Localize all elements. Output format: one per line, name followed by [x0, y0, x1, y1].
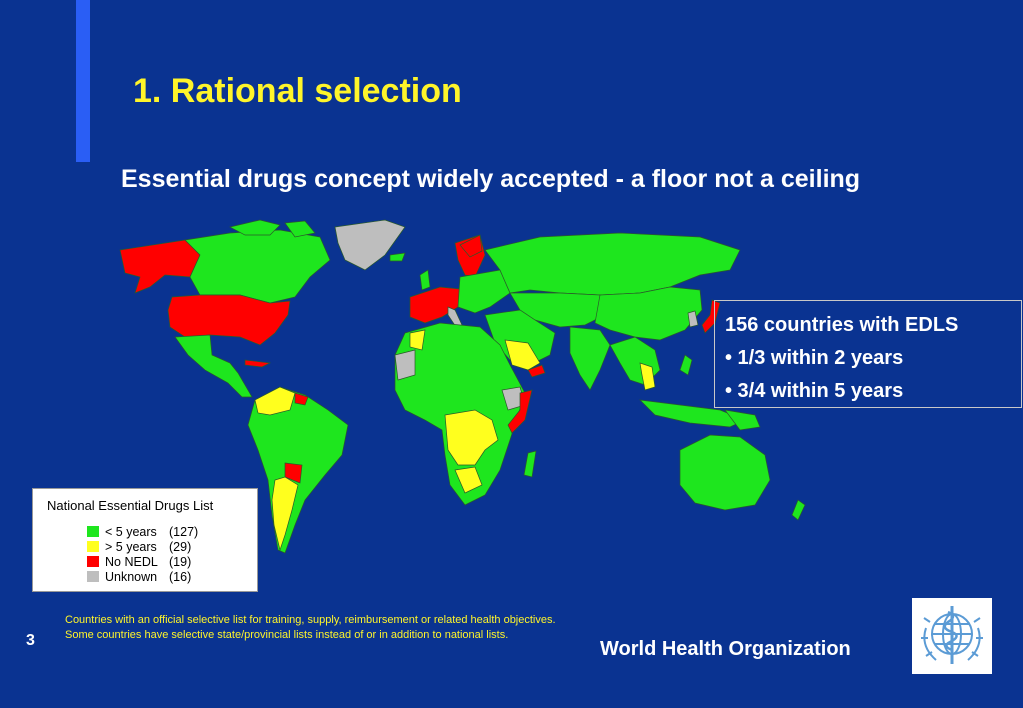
philippines-region [679, 354, 693, 376]
info-box: 156 countries with EDLS • 1/3 within 2 y… [714, 300, 1022, 408]
world-map [119, 219, 806, 554]
legend-title: National Essential Drugs List [47, 498, 214, 513]
eastern-europe-region [457, 269, 511, 314]
usa-region [167, 294, 291, 346]
legend-swatch [87, 541, 99, 552]
central-africa-yellow [444, 409, 499, 466]
canada-islands-2 [284, 220, 316, 238]
guianas-red [294, 392, 309, 406]
australia-region [679, 434, 771, 511]
mexico-region [174, 334, 253, 398]
madagascar-region [523, 450, 537, 478]
legend-swatch [87, 526, 99, 537]
venezuela-colombia-yellow [254, 386, 296, 416]
slide-subtitle: Essential drugs concept widely accepted … [121, 165, 861, 193]
canada-islands [229, 219, 281, 236]
legend-swatch [87, 571, 99, 582]
slide-title: 1. Rational selection [133, 72, 462, 110]
cuba-region [244, 359, 272, 368]
canada-region [184, 229, 331, 304]
arabia-yellow [504, 339, 541, 371]
iceland-region [389, 252, 406, 262]
info-line-two-years: • 1/3 within 2 years [725, 347, 904, 369]
bolivia-red [284, 462, 303, 484]
yemen-red [527, 364, 546, 378]
southern-africa-yellow [454, 466, 483, 494]
page-number: 3 [26, 632, 35, 649]
somalia-red [507, 389, 533, 434]
sahel-yellow [409, 329, 426, 351]
organization-name: World Health Organization [600, 638, 851, 660]
alaska-region [119, 239, 201, 294]
korea-gray [687, 310, 699, 328]
who-emblem-icon [921, 606, 983, 664]
west-sahara-gray [394, 349, 416, 381]
info-line-five-years: • 3/4 within 5 years [725, 380, 904, 402]
russia-region [484, 232, 741, 296]
new-zealand-region [791, 499, 806, 521]
legend-item-no-nedl: No NEDL (19) [87, 555, 191, 570]
legend-item-under-5: < 5 years (127) [87, 525, 198, 540]
india-region [569, 326, 611, 391]
accent-bar [76, 0, 90, 162]
legend-item-unknown: Unknown (16) [87, 570, 191, 585]
map-legend: National Essential Drugs List < 5 years(… [32, 488, 258, 592]
thailand-yellow [639, 362, 656, 391]
footnote: Countries with an official selective lis… [65, 614, 556, 641]
legend-swatch [87, 556, 99, 567]
russia-red [459, 234, 483, 258]
legend-item-over-5: > 5 years (29) [87, 540, 191, 555]
greenland-region [334, 219, 406, 271]
argentina-chile-yellow [271, 476, 299, 552]
china-region [594, 286, 703, 341]
japan-region [701, 299, 721, 334]
who-logo [912, 598, 992, 674]
info-line-total: 156 countries with EDLS [725, 314, 959, 336]
uk-region [419, 269, 431, 291]
png-region [724, 409, 761, 431]
